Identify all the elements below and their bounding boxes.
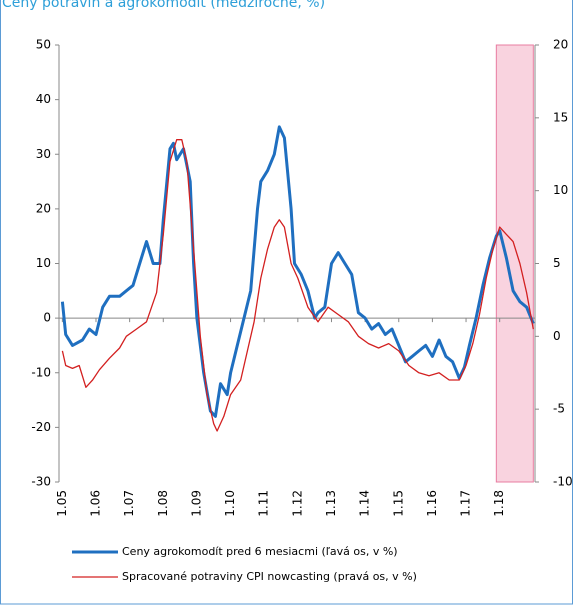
x-tick-label: 1.11 <box>257 490 271 517</box>
y2-tick-label: -10 <box>553 475 573 489</box>
y-tick-label: 20 <box>36 201 51 215</box>
series-line <box>61 139 534 432</box>
y-tick-label: 10 <box>36 256 51 270</box>
x-tick-label: 1.13 <box>324 490 338 517</box>
y-tick-label: 0 <box>43 311 51 325</box>
x-tick-label: 1.15 <box>391 490 405 517</box>
x-tick-label: 1.07 <box>122 490 136 517</box>
x-tick-label: 1.17 <box>459 490 473 517</box>
x-tick-label: 1.16 <box>425 490 439 517</box>
series-line <box>60 125 535 418</box>
y-tick-label: 50 <box>36 38 51 52</box>
x-tick-label: 1.14 <box>358 490 372 517</box>
legend-label: Spracované potraviny CPI nowcasting (pra… <box>122 570 417 583</box>
x-tick-label: 1.10 <box>223 490 237 517</box>
y-tick-label: -30 <box>31 475 51 489</box>
y-tick-label: 40 <box>36 92 51 106</box>
x-tick-label: 1.18 <box>492 490 506 517</box>
y2-tick-label: 5 <box>553 256 561 270</box>
y2-tick-label: 20 <box>553 38 568 52</box>
x-tick-label: 1.12 <box>290 490 304 517</box>
y2-tick-label: 10 <box>553 183 568 197</box>
y2-tick-label: 15 <box>553 110 568 124</box>
x-tick-label: 1.08 <box>156 490 170 517</box>
chart-title: Ceny potravín a agrokomodít (medziročne,… <box>2 0 325 11</box>
y-tick-label: 30 <box>36 147 51 161</box>
y-tick-label: -10 <box>31 365 51 379</box>
x-tick-label: 1.06 <box>89 490 103 517</box>
legend-label: Ceny agrokomodít pred 6 mesiacmi (ľavá o… <box>122 545 398 558</box>
y-tick-label: -20 <box>31 420 51 434</box>
x-tick-label: 1.09 <box>189 490 203 517</box>
forecast-shade <box>495 44 534 483</box>
y2-tick-label: 0 <box>553 329 561 343</box>
x-tick-label: 1.05 <box>55 490 69 517</box>
y2-tick-label: -5 <box>553 402 565 416</box>
